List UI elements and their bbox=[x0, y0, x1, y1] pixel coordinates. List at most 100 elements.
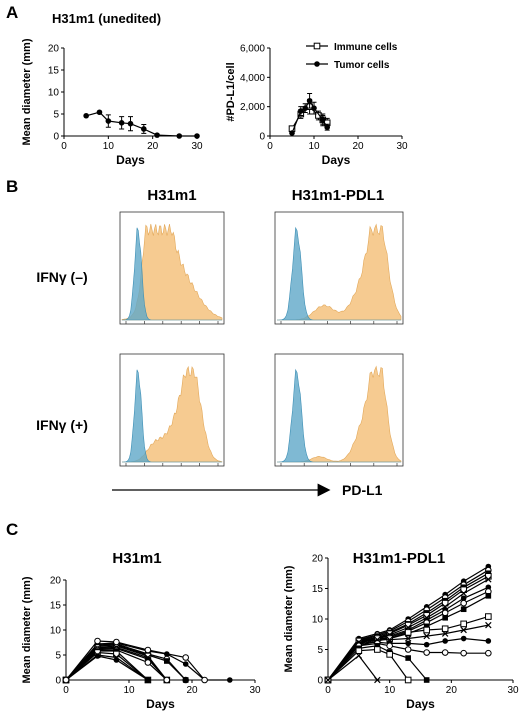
panel-c-right-title: H31m1-PDL1 bbox=[353, 550, 446, 567]
data-point bbox=[460, 635, 467, 642]
chart-A2: 0 10 20 30 0 2,000 4,000 6,000 Days #PD-L1/cell bbox=[225, 44, 408, 168]
data-point bbox=[164, 658, 170, 664]
y-axis-label: Mean diameter (mm) bbox=[21, 576, 33, 683]
flow-row1-label: IFNγ (–) bbox=[36, 269, 87, 285]
data-point bbox=[441, 609, 449, 617]
y-tick-label: 0 bbox=[53, 132, 59, 143]
data-point bbox=[227, 677, 233, 683]
data-point bbox=[423, 649, 430, 656]
series-11 bbox=[62, 637, 208, 684]
flow-pdl1-ifn-pos bbox=[274, 353, 404, 467]
data-point bbox=[194, 133, 200, 139]
data-point bbox=[298, 108, 304, 114]
isotype-histogram bbox=[122, 227, 222, 321]
series-13 bbox=[324, 646, 412, 684]
x-tick-label: 10 bbox=[384, 685, 396, 696]
x-axis-label: Days bbox=[406, 697, 435, 711]
x-tick-label: 10 bbox=[103, 141, 115, 152]
data-point bbox=[441, 599, 449, 607]
data-point bbox=[485, 573, 492, 580]
data-point bbox=[144, 659, 152, 666]
data-point bbox=[404, 676, 412, 684]
flow-h31m1-ifn-pos bbox=[119, 353, 225, 467]
data-point bbox=[485, 593, 492, 599]
x-tick-label: 30 bbox=[249, 685, 261, 696]
data-point bbox=[311, 105, 317, 111]
panel-a-letter: A bbox=[6, 3, 18, 22]
x-tick-label: 20 bbox=[352, 141, 364, 152]
x-axis-label: Days bbox=[322, 153, 351, 167]
flow-pdl1-ifn-neg bbox=[274, 211, 404, 325]
series-line bbox=[65, 644, 187, 681]
x-tick-label: 0 bbox=[61, 141, 67, 152]
data-point bbox=[485, 621, 492, 629]
panel-c-left-title: H31m1 bbox=[112, 550, 161, 567]
data-point bbox=[386, 651, 393, 658]
y-tick-label: 20 bbox=[312, 554, 324, 565]
x-tick-label: 10 bbox=[123, 685, 135, 696]
data-point bbox=[144, 646, 152, 654]
y-tick-label: 5 bbox=[53, 110, 59, 121]
data-point bbox=[324, 676, 332, 684]
data-point bbox=[154, 132, 160, 138]
legend-label: Immune cells bbox=[334, 42, 398, 53]
flow-row2-label: IFNγ (+) bbox=[36, 417, 88, 433]
x-tick-label: 20 bbox=[186, 685, 198, 696]
chart-C2: 0 10 20 30 0 5 10 15 20 Days Mean diameter (mm) bbox=[283, 554, 519, 712]
isotype-histogram bbox=[277, 226, 401, 321]
series-line bbox=[65, 640, 206, 681]
data-point bbox=[113, 657, 120, 663]
x-tick-label: 10 bbox=[308, 141, 320, 152]
data-point bbox=[442, 614, 448, 621]
data-point bbox=[141, 126, 147, 132]
y-axis-label: Mean diameter (mm) bbox=[21, 38, 33, 145]
data-point bbox=[355, 647, 363, 655]
data-point bbox=[324, 124, 331, 130]
data-point bbox=[404, 646, 412, 653]
data-point bbox=[423, 641, 430, 648]
data-point bbox=[289, 130, 295, 136]
data-point bbox=[182, 654, 189, 661]
data-point bbox=[302, 105, 309, 111]
y-tick-label: 5 bbox=[55, 651, 61, 662]
flow-col2-title: H31m1-PDL1 bbox=[292, 187, 385, 204]
legend-marker bbox=[314, 61, 320, 67]
data-point bbox=[105, 118, 112, 124]
flow-h31m1-ifn-neg bbox=[119, 211, 225, 325]
panel-a-title: H31m1 (unedited) bbox=[52, 11, 161, 26]
y-tick-label: 6,000 bbox=[240, 44, 265, 55]
x-tick-label: 30 bbox=[507, 685, 519, 696]
series-14 bbox=[324, 652, 381, 684]
data-point bbox=[176, 133, 183, 139]
flow-col1-title: H31m1 bbox=[147, 187, 196, 204]
data-point bbox=[96, 109, 103, 116]
series-line bbox=[65, 651, 149, 681]
data-point bbox=[423, 626, 430, 634]
data-point bbox=[127, 120, 134, 127]
data-point bbox=[386, 642, 393, 650]
data-point bbox=[441, 625, 449, 633]
data-point bbox=[355, 652, 363, 659]
data-point bbox=[163, 676, 171, 684]
data-point bbox=[460, 586, 467, 594]
x-tick-label: 20 bbox=[446, 685, 458, 696]
data-point bbox=[442, 638, 448, 644]
series-1 bbox=[289, 92, 331, 136]
data-point bbox=[485, 649, 492, 657]
data-point bbox=[182, 677, 189, 683]
data-point bbox=[460, 626, 467, 634]
data-point bbox=[182, 661, 189, 667]
data-point bbox=[404, 629, 412, 636]
series-11 bbox=[324, 640, 492, 684]
data-point bbox=[441, 630, 449, 637]
data-point bbox=[374, 676, 381, 684]
data-point bbox=[460, 590, 467, 597]
data-point bbox=[460, 595, 467, 602]
data-point bbox=[485, 576, 492, 583]
data-point bbox=[460, 606, 467, 613]
data-point bbox=[374, 646, 381, 653]
data-point bbox=[423, 677, 430, 683]
data-point bbox=[441, 649, 449, 656]
